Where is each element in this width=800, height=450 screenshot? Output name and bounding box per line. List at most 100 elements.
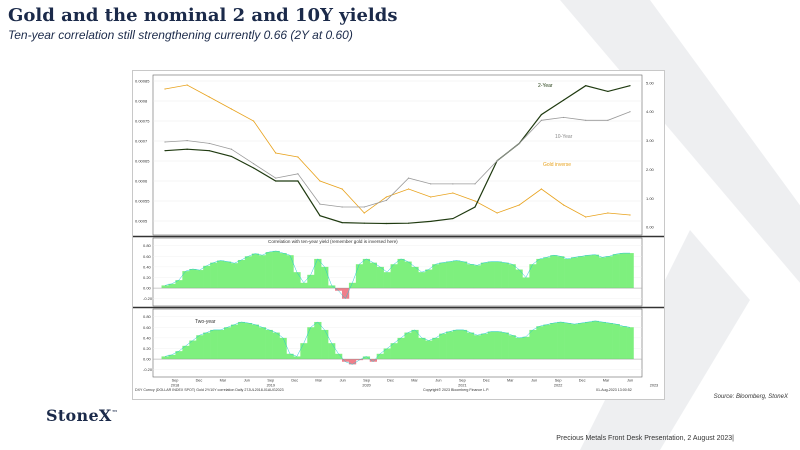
x-tick-label: Dec bbox=[291, 379, 298, 383]
data-point bbox=[164, 150, 166, 152]
corr-bar-two-year bbox=[571, 324, 579, 360]
corr-axis-tick: 0.40 bbox=[143, 335, 152, 340]
corr-bar-two-year bbox=[307, 327, 315, 360]
corr-bar-two-year bbox=[459, 329, 468, 360]
data-point bbox=[164, 141, 166, 143]
corr-bar-ten-year bbox=[466, 264, 475, 289]
data-point bbox=[186, 148, 188, 150]
corr-bar-ten-year bbox=[383, 272, 391, 289]
corr-bar-two-year bbox=[529, 329, 537, 360]
data-point bbox=[186, 139, 188, 142]
corr-bar-two-year bbox=[515, 337, 523, 360]
corr-bar-ten-year bbox=[584, 255, 593, 289]
corr-bar-two-year bbox=[564, 323, 572, 360]
corr-bar-ten-year bbox=[453, 260, 461, 289]
corr-bar-two-year bbox=[217, 329, 225, 360]
corr-bar-two-year bbox=[335, 353, 343, 360]
right-axis-tick: 5.00 bbox=[646, 80, 655, 85]
corr-edge-line-ten-year bbox=[164, 250, 630, 300]
x-tick-label: Mar bbox=[315, 379, 322, 383]
left-axis-tick: 0.0007 bbox=[135, 139, 148, 144]
corr-bar-ten-year bbox=[425, 269, 433, 289]
corr-bar-two-year bbox=[237, 321, 246, 360]
corr10-title: Correlation with ten-year yield (remembe… bbox=[268, 239, 398, 244]
data-point bbox=[319, 215, 321, 217]
corr-axis-tick: 0.60 bbox=[143, 325, 152, 330]
corr-bar-two-year bbox=[230, 324, 239, 360]
corr-bar-ten-year bbox=[196, 270, 204, 289]
data-point bbox=[540, 113, 543, 116]
corr-bar-two-year bbox=[341, 359, 350, 362]
corr-bar-two-year bbox=[293, 356, 301, 360]
data-point bbox=[230, 155, 233, 158]
corr-bar-two-year bbox=[432, 337, 440, 360]
corr-bar-two-year bbox=[626, 327, 634, 360]
ten-year-label: 10-Year bbox=[555, 134, 573, 140]
corr-bar-two-year bbox=[300, 343, 308, 360]
corr-bar-ten-year bbox=[369, 262, 377, 289]
data-point bbox=[297, 156, 299, 158]
data-point bbox=[407, 177, 410, 179]
data-point bbox=[275, 180, 277, 182]
data-point bbox=[562, 204, 565, 206]
data-point bbox=[252, 120, 255, 122]
right-axis-tick: 1.00 bbox=[646, 196, 655, 201]
corr-axis-tick: 0.80 bbox=[143, 314, 152, 319]
x-tick-label: Sep bbox=[267, 379, 274, 383]
corr-bar-ten-year bbox=[397, 258, 405, 289]
corr-bar-ten-year bbox=[307, 274, 315, 289]
data-point bbox=[319, 203, 321, 205]
corr-bar-ten-year bbox=[591, 254, 600, 289]
data-point bbox=[585, 85, 587, 87]
corr-bar-two-year bbox=[619, 326, 627, 360]
corr-bar-ten-year bbox=[411, 266, 419, 289]
data-point bbox=[230, 108, 233, 110]
corr-bar-two-year bbox=[390, 343, 398, 360]
data-point bbox=[540, 188, 543, 190]
data-point bbox=[452, 217, 454, 220]
corr-bar-ten-year bbox=[286, 255, 294, 289]
corr-edge-line-two-year bbox=[164, 320, 631, 365]
corr-bar-ten-year bbox=[564, 258, 572, 289]
corr-bar-ten-year bbox=[168, 283, 176, 289]
corr-bar-ten-year bbox=[473, 265, 482, 289]
year-label: 2020 bbox=[362, 384, 370, 388]
data-point bbox=[607, 90, 609, 93]
x-tick-label: Jun bbox=[531, 379, 537, 383]
data-point bbox=[474, 183, 476, 185]
x-tick-label: Sep bbox=[172, 379, 179, 383]
left-axis-tick: 0.0008 bbox=[135, 99, 148, 104]
corr2-title: Two-year bbox=[195, 319, 216, 325]
corr-bar-two-year bbox=[189, 340, 197, 360]
corr-bar-ten-year bbox=[189, 268, 197, 289]
corr-bar-two-year bbox=[244, 323, 253, 360]
x-tick-label: Sep bbox=[459, 379, 466, 383]
corr-axis-tick: -0.20 bbox=[143, 367, 153, 372]
corr-bar-ten-year bbox=[432, 264, 440, 289]
data-point bbox=[474, 206, 476, 208]
corr-bar-two-year bbox=[175, 351, 183, 360]
corr-bar-two-year bbox=[501, 332, 509, 360]
data-point bbox=[208, 150, 210, 152]
corr-bar-ten-year bbox=[598, 257, 607, 289]
x-tick-label: Sep bbox=[555, 379, 562, 383]
corr-bar-two-year bbox=[168, 354, 176, 360]
x-tick-label: Mar bbox=[603, 379, 610, 383]
corr-bar-ten-year bbox=[210, 262, 218, 289]
data-point bbox=[230, 148, 233, 150]
corr-bar-two-year bbox=[480, 333, 489, 360]
corr-bar-ten-year bbox=[279, 253, 287, 289]
corr-bar-two-year bbox=[473, 335, 482, 360]
corr-bar-two-year bbox=[258, 327, 266, 360]
corr-bar-ten-year bbox=[161, 285, 169, 289]
corr-bar-ten-year bbox=[487, 261, 495, 289]
data-point bbox=[585, 119, 587, 121]
corr-bar-ten-year bbox=[258, 255, 266, 289]
data-point bbox=[452, 183, 454, 185]
footer-text: Precious Metals Front Desk Presentation,… bbox=[556, 435, 734, 442]
corr-bar-two-year bbox=[446, 331, 454, 360]
data-point bbox=[252, 167, 255, 169]
corr-bar-ten-year bbox=[265, 252, 273, 289]
corr-bar-ten-year bbox=[515, 269, 523, 289]
corr-bar-two-year bbox=[591, 320, 600, 360]
